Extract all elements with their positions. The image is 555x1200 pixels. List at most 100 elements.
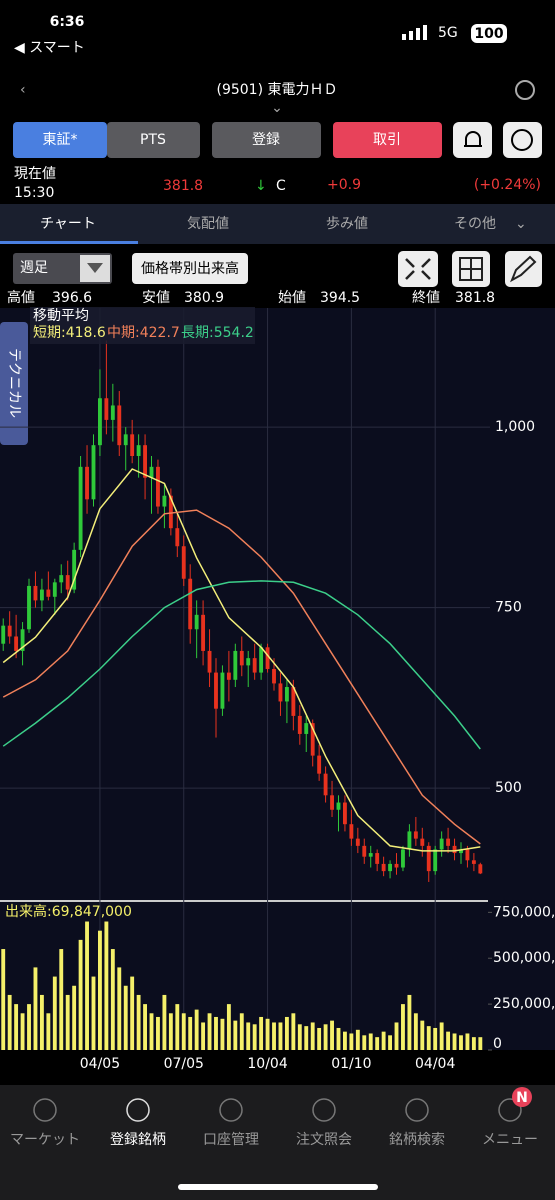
volume-profile-label: 価格帯別出来高 bbox=[141, 260, 239, 277]
tab-indicator bbox=[0, 241, 138, 244]
tab[interactable]: チャート bbox=[40, 216, 96, 232]
candle-body bbox=[471, 860, 476, 864]
refresh[interactable] bbox=[515, 80, 535, 100]
tab[interactable]: 気配値 bbox=[187, 216, 229, 232]
candle-body bbox=[362, 845, 367, 857]
candle-body bbox=[117, 405, 122, 446]
battery bbox=[471, 24, 507, 43]
candle-body bbox=[246, 658, 251, 666]
tab[interactable]: 歩み値 bbox=[326, 216, 368, 232]
candle-body bbox=[14, 636, 19, 651]
candle-body bbox=[452, 845, 457, 854]
moving-average bbox=[2, 468, 481, 852]
candle-body bbox=[317, 755, 322, 774]
legend-title: 移動平均 bbox=[33, 308, 89, 324]
tab[interactable]: その他 bbox=[454, 216, 496, 232]
volume-bar bbox=[426, 1026, 431, 1050]
volume-tick-label: 500,000,000 bbox=[493, 950, 555, 966]
candle-body bbox=[459, 849, 463, 854]
nav-icon bbox=[405, 1098, 429, 1122]
volume-bar bbox=[278, 1022, 283, 1050]
candle-body bbox=[259, 647, 264, 673]
ohlc-value: 396.6 bbox=[52, 290, 92, 306]
candle-body bbox=[20, 629, 25, 651]
volume-bar bbox=[1, 949, 6, 1050]
chart-background bbox=[0, 308, 555, 1050]
volume-bar bbox=[433, 1027, 438, 1050]
volume-bar bbox=[117, 967, 122, 1050]
moving-average bbox=[2, 509, 481, 845]
volume-bar bbox=[46, 1013, 51, 1050]
candle-body bbox=[297, 715, 302, 734]
volume-bar bbox=[20, 1013, 25, 1050]
moving-average bbox=[2, 580, 481, 750]
volume-bar bbox=[284, 1016, 289, 1050]
trade-button[interactable] bbox=[333, 122, 442, 158]
volume-bar bbox=[446, 1031, 451, 1050]
volume-bar bbox=[246, 1022, 251, 1050]
candle-body bbox=[420, 838, 425, 846]
nav-label[interactable]: 口座管理 bbox=[203, 1132, 259, 1148]
candle-body bbox=[149, 466, 154, 478]
quote-label: 現在値 bbox=[14, 166, 56, 182]
alert-button[interactable] bbox=[453, 122, 492, 158]
nav-icon bbox=[312, 1098, 336, 1122]
fullscreen-button[interactable] bbox=[398, 251, 438, 287]
info-button[interactable] bbox=[503, 122, 542, 158]
x-tick-label: 04/04 bbox=[415, 1056, 455, 1072]
candle-body bbox=[239, 650, 244, 666]
back-app[interactable]: ◀ スマート bbox=[14, 40, 85, 56]
candle-body bbox=[330, 795, 334, 810]
candle-body bbox=[355, 838, 360, 846]
volume-profile-button[interactable] bbox=[132, 253, 248, 284]
volume-bar bbox=[65, 994, 70, 1050]
pts-button[interactable] bbox=[107, 122, 200, 158]
volume-bar bbox=[85, 921, 89, 1050]
candle-body bbox=[413, 831, 418, 839]
register-button[interactable] bbox=[212, 122, 321, 158]
candle-body bbox=[446, 838, 451, 846]
volume-bar bbox=[59, 949, 64, 1050]
candle-body bbox=[98, 398, 102, 446]
market-button[interactable] bbox=[13, 122, 107, 158]
candle-body bbox=[130, 434, 135, 456]
price-chart: 1,000 750 500 04/05 07/05 10/04 01/10 04/04 移動平均… bbox=[0, 307, 555, 1072]
button-label: 取引 bbox=[373, 132, 401, 148]
candle-body bbox=[72, 549, 77, 590]
candle-body bbox=[27, 585, 31, 630]
quote-time: 15:30 bbox=[14, 185, 54, 201]
volume-bar bbox=[143, 1004, 147, 1050]
change: +0.9 bbox=[327, 177, 361, 193]
button-label: PTS bbox=[140, 132, 166, 148]
side-tab[interactable] bbox=[0, 322, 28, 445]
volume-bar bbox=[375, 1037, 380, 1050]
candle-body bbox=[39, 589, 44, 601]
candle-body bbox=[136, 445, 141, 456]
volume-bar bbox=[239, 1013, 244, 1050]
nav-label[interactable]: メニュー bbox=[482, 1132, 538, 1148]
candle-body bbox=[465, 849, 470, 861]
candle-body bbox=[265, 647, 270, 669]
chevron[interactable]: ⌄ bbox=[271, 100, 283, 116]
volume-bar bbox=[297, 1024, 302, 1050]
candle-body bbox=[156, 466, 160, 507]
volume-bar bbox=[91, 976, 96, 1050]
nav-label[interactable]: 注文照会 bbox=[296, 1132, 352, 1148]
nav-label[interactable]: 登録銘柄 bbox=[110, 1132, 166, 1148]
volume-bar bbox=[39, 994, 44, 1050]
candle-body bbox=[33, 585, 38, 601]
nav-icon bbox=[126, 1098, 150, 1122]
candle-body bbox=[7, 625, 12, 637]
nav-label[interactable]: マーケット bbox=[10, 1132, 80, 1148]
volume-bar bbox=[381, 1031, 386, 1050]
nav-label[interactable]: 銘柄検索 bbox=[389, 1131, 445, 1148]
period: 週足 bbox=[20, 260, 48, 276]
back-button[interactable]: ‹ bbox=[20, 82, 26, 98]
candle-body bbox=[1, 625, 6, 644]
volume-bar bbox=[272, 1022, 276, 1050]
volume-tick-label: 0 bbox=[493, 1036, 502, 1052]
change-percent: (+0.24%) bbox=[474, 177, 541, 193]
y-tick-label: 750 bbox=[495, 600, 522, 616]
layout-icon bbox=[459, 257, 483, 281]
